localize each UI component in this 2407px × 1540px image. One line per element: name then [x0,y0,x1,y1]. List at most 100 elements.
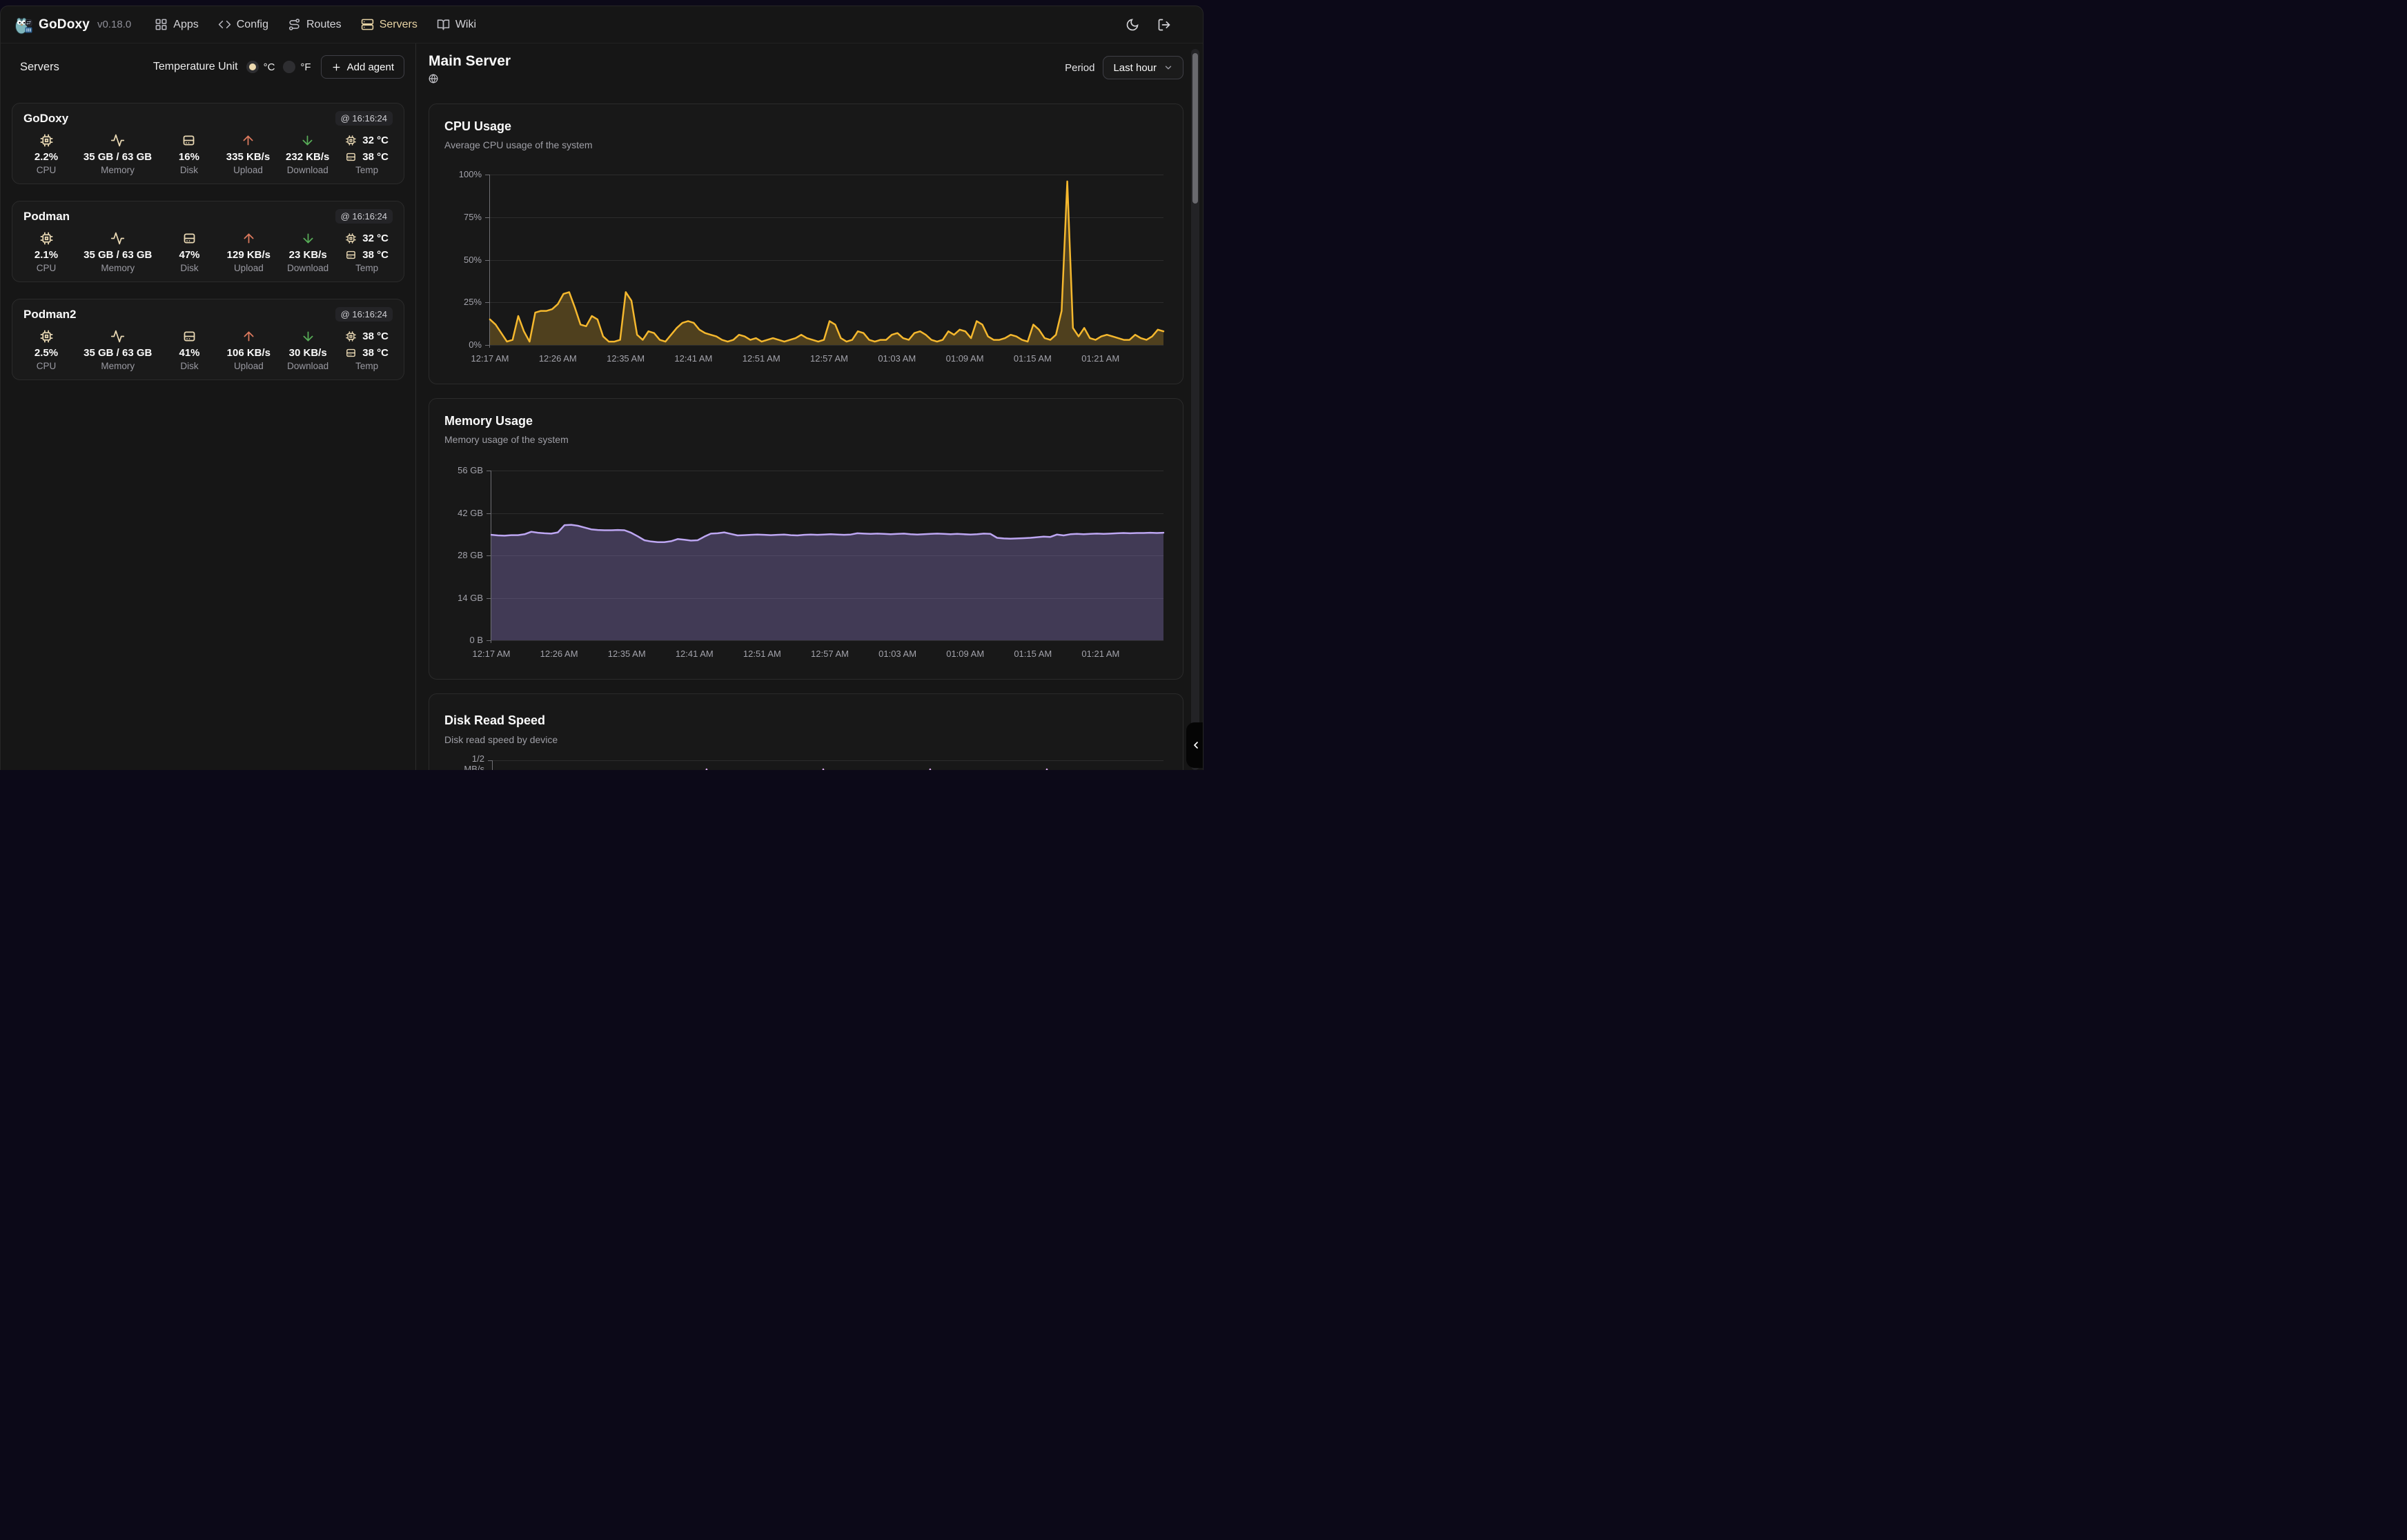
chart-series-svg [705,768,1048,770]
gridline [493,760,1163,761]
cpu-temp-icon [345,330,357,342]
chevron-down-icon [1163,63,1173,72]
book-icon [437,18,450,31]
radio-celsius-circle[interactable] [246,61,259,73]
brand-name: GoDoxy [39,17,90,32]
cpu-temp-icon [345,135,357,146]
disk-value: 41% [179,347,200,359]
godoxy-logo-icon [14,15,32,34]
servers-icon [361,18,374,31]
x-axis-tick-label: 01:03 AM [878,353,916,364]
metric-memory: 35 GB / 63 GB Memory [83,327,152,371]
radio-fahrenheit-circle[interactable] [283,61,296,73]
x-axis-tick-label: 01:15 AM [1014,649,1052,659]
nav-item-routes[interactable]: Routes [288,18,342,31]
y-axis-line [489,175,490,348]
servers-sidebar: Servers Temperature Unit °C °F [1,43,416,770]
nav-label: Wiki [455,18,477,30]
y-axis-tick-label: 25% [463,297,482,308]
scrollbar-track[interactable] [1191,49,1199,770]
cpu-usage-chart-card: CPU Usage Average CPU usage of the syste… [429,103,1183,384]
radio-fahrenheit[interactable]: °F [283,61,311,73]
disk-label: Disk [180,361,199,371]
gridline [490,217,1163,218]
x-axis-tick-label: 12:51 AM [743,649,781,659]
nav-item-apps[interactable]: Apps [155,18,199,31]
gridline [491,598,1163,599]
server-name: Podman2 [23,307,77,321]
chart-title: CPU Usage [444,119,512,133]
theme-toggle-moon-icon[interactable] [1126,18,1139,32]
server-card-podman2[interactable]: Podman2 @ 16:16:24 2.5% CPU 35 GB / 63 G… [12,299,404,380]
add-agent-label: Add agent [346,61,394,73]
download-label: Download [287,263,329,273]
radio-fahrenheit-label: °F [300,61,311,73]
memory-usage-chart-card: Memory Usage Memory usage of the system … [429,398,1183,680]
y-axis-tick-label: 50% [463,254,482,265]
app-window: GoDoxy v0.18.0 Apps Config Routes [0,6,1204,770]
metric-temp: 32 °C 38 °C Temp [345,131,389,175]
logout-icon[interactable] [1157,18,1171,32]
disk-value: 16% [178,151,199,163]
x-axis-tick-label: 12:17 AM [472,649,511,659]
period-value: Last hour [1113,61,1157,74]
metric-disk: 16% Disk [168,131,210,175]
x-axis-tick-label: 12:41 AM [674,353,713,364]
chart-title: Memory Usage [444,414,533,428]
memory-label: Memory [101,361,135,371]
metric-cpu: 2.2% CPU [25,131,68,175]
disk-temp-icon [345,151,357,163]
chevron-left-icon [1190,740,1201,751]
nav-item-config[interactable]: Config [218,18,268,31]
nav-item-servers[interactable]: Servers [361,18,417,31]
disk-read-speed-plot[interactable]: 1/2 MB/s [429,694,1183,770]
chart-series-svg [490,524,1165,640]
period-label: Period [1065,61,1095,74]
y-axis-tick-label: 0 B [469,635,483,645]
metric-upload: 106 KB/s Upload [227,327,271,371]
download-value: 232 KB/s [286,151,330,163]
x-axis-tick-label: 12:35 AM [607,353,645,364]
x-axis-tick-label: 12:57 AM [811,649,849,659]
top-nav: GoDoxy v0.18.0 Apps Config Routes [1,6,1203,43]
gridline [491,555,1163,556]
y-axis-tick-label: 14 GB [458,592,483,603]
sidebar-title: Servers [20,60,59,73]
add-agent-button[interactable]: Add agent [320,55,404,79]
drawer-collapse-handle[interactable] [1186,722,1203,768]
cpu-usage-plot[interactable]: 0% 25% 50% 75% 100% 12:17 AM 12:26 AM 12:35 AM 1… [429,104,1183,384]
cpu-temp-icon [345,233,357,244]
radio-celsius[interactable]: °C [246,61,275,73]
y-axis-tick-label: 75% [463,211,482,222]
nav-item-wiki[interactable]: Wiki [437,18,476,31]
disk-label: Disk [180,263,199,273]
activity-icon [110,229,125,247]
memory-usage-plot[interactable]: 0 B 14 GB 28 GB 42 GB 56 GB 12:17 AM 12:26 AM 1… [429,399,1183,679]
cpu-icon [39,131,54,149]
server-name: Podman [23,209,70,223]
hard-drive-icon [182,229,197,247]
temperature-unit-label: Temperature Unit [153,61,238,72]
axis-tick [487,555,491,556]
y-axis-tick-label: 56 GB [458,465,483,475]
cpu-label: CPU [36,165,57,175]
axis-tick [485,345,489,346]
y-axis-unit-label: 1/2 MB/s [464,753,484,770]
x-axis-tick-label: 01:09 AM [945,353,984,364]
server-card-godoxy[interactable]: GoDoxy @ 16:16:24 2.2% CPU 35 GB / 63 GB [12,103,404,184]
route-icon [288,18,301,31]
arrow-down-icon [301,229,315,247]
period-select[interactable]: Last hour [1103,56,1183,79]
metric-disk: 41% Disk [168,327,211,371]
nav-actions [1126,18,1171,32]
server-card-podman[interactable]: Podman @ 16:16:24 2.1% CPU 35 GB / 63 GB [12,201,404,282]
axis-tick [488,760,492,761]
upload-label: Upload [233,165,263,175]
metric-temp: 38 °C 38 °C Temp [345,327,389,371]
brand-version: v0.18.0 [97,19,132,30]
charts-column: CPU Usage Average CPU usage of the syste… [429,103,1183,770]
gridline [490,345,1163,346]
gridline [491,513,1163,514]
scrollbar-thumb[interactable] [1192,53,1198,204]
cpu-label: CPU [36,361,57,371]
